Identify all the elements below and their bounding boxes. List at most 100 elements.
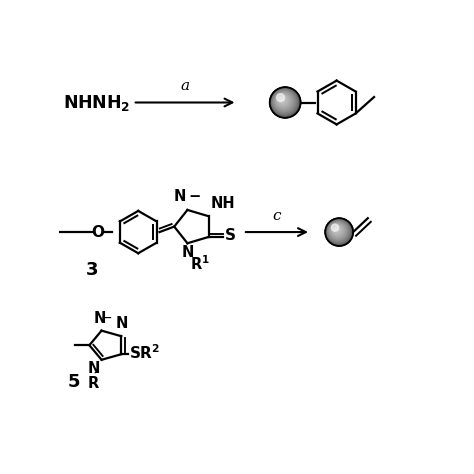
Circle shape bbox=[331, 224, 344, 237]
Circle shape bbox=[335, 228, 338, 231]
Circle shape bbox=[335, 228, 338, 231]
Circle shape bbox=[277, 95, 289, 106]
Circle shape bbox=[271, 89, 298, 116]
Circle shape bbox=[326, 219, 353, 246]
Circle shape bbox=[327, 220, 350, 243]
Circle shape bbox=[281, 98, 283, 101]
Text: N: N bbox=[94, 310, 106, 326]
Circle shape bbox=[332, 225, 343, 236]
Circle shape bbox=[330, 223, 346, 239]
Circle shape bbox=[278, 96, 287, 104]
Circle shape bbox=[272, 90, 297, 114]
Circle shape bbox=[333, 226, 341, 234]
Text: NH: NH bbox=[210, 196, 235, 211]
Circle shape bbox=[280, 97, 285, 102]
Circle shape bbox=[272, 89, 298, 115]
Circle shape bbox=[276, 94, 290, 107]
Circle shape bbox=[329, 222, 346, 239]
Circle shape bbox=[330, 223, 345, 238]
Circle shape bbox=[335, 228, 337, 230]
Text: 3: 3 bbox=[86, 261, 99, 279]
Text: a: a bbox=[181, 79, 190, 93]
Circle shape bbox=[336, 228, 337, 230]
Text: O: O bbox=[91, 225, 104, 239]
Circle shape bbox=[331, 224, 344, 237]
Circle shape bbox=[273, 90, 296, 113]
Circle shape bbox=[280, 97, 285, 103]
Circle shape bbox=[275, 93, 292, 109]
Circle shape bbox=[328, 220, 349, 242]
Circle shape bbox=[271, 88, 299, 116]
Text: $\mathbf{SR^2}$: $\mathbf{SR^2}$ bbox=[128, 344, 160, 363]
Circle shape bbox=[273, 90, 296, 114]
Circle shape bbox=[270, 88, 300, 117]
Circle shape bbox=[332, 225, 342, 235]
Circle shape bbox=[274, 92, 293, 110]
Circle shape bbox=[275, 92, 293, 110]
Circle shape bbox=[277, 94, 290, 107]
Circle shape bbox=[332, 225, 343, 236]
Circle shape bbox=[330, 223, 345, 238]
Circle shape bbox=[276, 93, 291, 109]
Circle shape bbox=[333, 226, 341, 234]
Circle shape bbox=[328, 221, 348, 241]
Circle shape bbox=[272, 90, 297, 114]
Circle shape bbox=[271, 89, 299, 116]
Circle shape bbox=[333, 226, 341, 234]
Circle shape bbox=[334, 227, 339, 232]
Circle shape bbox=[328, 221, 348, 241]
Circle shape bbox=[280, 98, 284, 102]
Circle shape bbox=[273, 91, 295, 112]
Circle shape bbox=[276, 93, 284, 101]
Circle shape bbox=[332, 225, 342, 235]
Circle shape bbox=[278, 95, 288, 105]
Circle shape bbox=[274, 91, 294, 111]
Circle shape bbox=[333, 226, 342, 235]
Circle shape bbox=[325, 218, 353, 246]
Circle shape bbox=[276, 93, 291, 108]
Circle shape bbox=[334, 227, 340, 233]
Circle shape bbox=[328, 221, 349, 242]
Circle shape bbox=[336, 228, 337, 230]
Circle shape bbox=[278, 95, 288, 105]
Circle shape bbox=[278, 96, 287, 104]
Circle shape bbox=[331, 224, 344, 237]
Text: $\mathbf{NHNH_2}$: $\mathbf{NHNH_2}$ bbox=[63, 92, 130, 112]
Circle shape bbox=[274, 91, 294, 111]
Circle shape bbox=[329, 222, 347, 240]
Circle shape bbox=[327, 220, 351, 244]
Circle shape bbox=[280, 97, 285, 102]
Circle shape bbox=[327, 219, 351, 244]
Circle shape bbox=[280, 98, 284, 101]
Circle shape bbox=[272, 89, 298, 115]
Text: c: c bbox=[273, 209, 281, 223]
Circle shape bbox=[279, 96, 286, 103]
Circle shape bbox=[328, 221, 349, 241]
Circle shape bbox=[335, 228, 338, 231]
Circle shape bbox=[277, 94, 290, 107]
Circle shape bbox=[281, 98, 283, 100]
Circle shape bbox=[325, 219, 353, 246]
Circle shape bbox=[326, 219, 351, 244]
Circle shape bbox=[273, 91, 294, 112]
Circle shape bbox=[279, 96, 287, 104]
Circle shape bbox=[273, 91, 295, 112]
Circle shape bbox=[273, 91, 296, 113]
Circle shape bbox=[282, 99, 283, 100]
Circle shape bbox=[275, 92, 292, 109]
Circle shape bbox=[276, 93, 291, 108]
Text: N: N bbox=[173, 189, 186, 204]
Circle shape bbox=[327, 220, 350, 243]
Circle shape bbox=[326, 219, 352, 245]
Circle shape bbox=[280, 97, 284, 102]
Circle shape bbox=[328, 220, 349, 242]
Circle shape bbox=[330, 223, 346, 238]
Circle shape bbox=[274, 92, 293, 110]
Circle shape bbox=[281, 98, 284, 101]
Circle shape bbox=[326, 219, 352, 245]
Circle shape bbox=[278, 95, 288, 106]
Circle shape bbox=[276, 93, 291, 108]
Circle shape bbox=[332, 225, 343, 236]
Circle shape bbox=[328, 221, 348, 241]
Circle shape bbox=[327, 219, 351, 244]
